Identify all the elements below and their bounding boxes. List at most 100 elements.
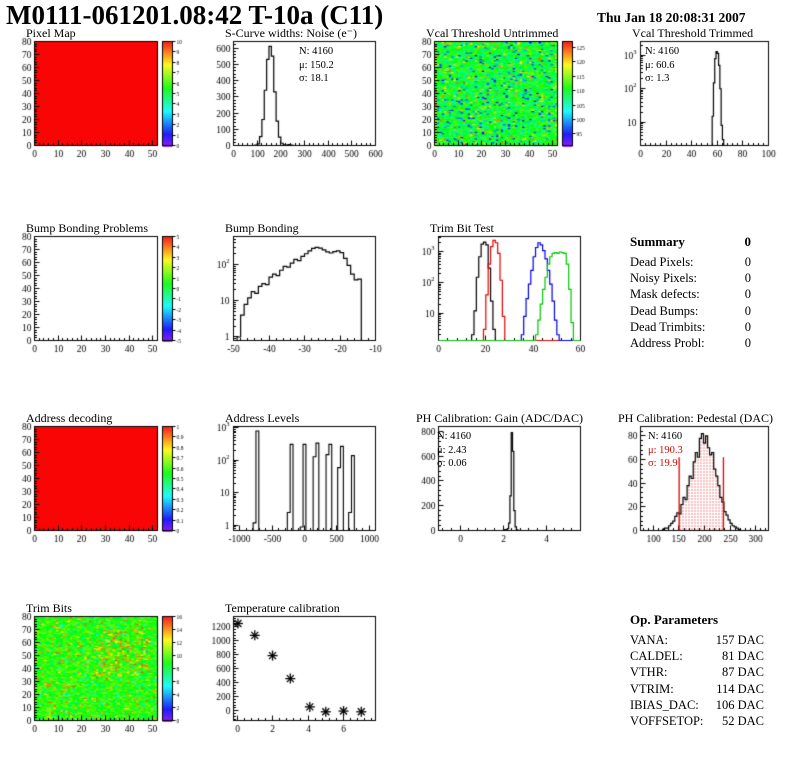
address-levels-canvas (205, 413, 401, 553)
timestamp: Thu Jan 18 20:08:31 2007 (597, 10, 746, 25)
plot-address-decoding: Address decoding (10, 411, 206, 553)
summary-row-mask-defects: Mask defects: 0 (630, 286, 751, 302)
trimbit-test-title: Trim Bit Test (430, 221, 494, 235)
op-label: CALDEL: (630, 649, 683, 664)
vcal-trimmed-stats-box: N: 4160 μ: 60.6 σ: 1.3 (645, 45, 679, 86)
vcal-trimmed-canvas (612, 28, 794, 168)
op-value: 157 DAC (715, 633, 764, 647)
pixel-map-canvas (10, 28, 206, 168)
op-parameters-block: Op. Parameters VANA: 157 DAC CALDEL: 81 … (630, 612, 764, 729)
plot-vcal-untrimmed: Vcal Threshold Untrimmed (410, 26, 606, 168)
summary-row-dead-bumps: Dead Bumps: 0 (630, 303, 751, 319)
summary-value: 0 (744, 319, 751, 334)
op-label: VTRIM: (630, 681, 674, 696)
pixel-map-title: Pixel Map (26, 26, 76, 40)
scurve-noise-title: S-Curve widths: Noise (e⁻) (225, 26, 357, 40)
op-label: VOFFSETOP: (630, 714, 704, 729)
stat-line-n: N: 4160 (299, 46, 334, 57)
plot-ph-pedestal: PH Calibration: Pedestal (DAC) (612, 411, 794, 553)
op-row-caldel: CALDEL: 81 DAC (630, 648, 764, 664)
summary-value: 0 (744, 336, 751, 351)
ph-pedestal-canvas (612, 413, 794, 553)
op-row-vthr: VTHR: 87 DAC (630, 664, 764, 680)
op-row-voffsetop: VOFFSETOP: 52 DAC (630, 713, 764, 729)
stat-line-sigma: σ: 19.9 (648, 458, 678, 469)
plot-trim-bits: Trim Bits (10, 601, 206, 743)
trim-bits-canvas (10, 603, 206, 743)
summary-label: Address Probl: (630, 336, 705, 351)
summary-label: Dead Trimbits: (630, 319, 706, 334)
op-label: VTHR: (630, 665, 668, 680)
ph-gain-stats-box: N: 4160 μ: 2.43 σ: 0.06 (437, 430, 471, 471)
plot-bump-bonding: Bump Bonding (205, 221, 401, 363)
address-decoding-canvas (10, 413, 206, 553)
summary-label: Dead Pixels: (630, 255, 694, 269)
plot-pixel-map: Pixel Map (10, 26, 206, 168)
stat-line-mu: μ: 150.2 (299, 59, 334, 71)
op-row-vana: VANA: 157 DAC (630, 632, 764, 648)
summary-label: Noisy Pixels: (630, 271, 698, 286)
address-decoding-title: Address decoding (26, 411, 113, 425)
bump-problems-title: Bump Bonding Problems (26, 221, 149, 235)
stat-line-n: N: 4160 (437, 431, 472, 442)
op-row-vtrim: VTRIM: 114 DAC (630, 681, 764, 697)
summary-value: 0 (744, 255, 751, 269)
op-parameters-header: Op. Parameters (630, 612, 764, 628)
plot-vcal-trimmed: Vcal Threshold Trimmed (612, 26, 794, 168)
summary-header: Summary 0 (630, 234, 751, 250)
vcal-untrimmed-canvas (410, 28, 606, 168)
plot-ph-gain: PH Calibration: Gain (ADC/DAC) (410, 411, 606, 553)
plot-trimbit-test: Trim Bit Test (410, 221, 606, 363)
summary-row-address-probl: Address Probl: 0 (630, 335, 751, 351)
op-parameters-title: Op. Parameters (630, 612, 719, 627)
summary-title: Summary (630, 234, 685, 249)
summary-block: Summary 0 Dead Pixels: 0 Noisy Pixels: 0… (630, 234, 751, 351)
op-label: IBIAS_DAC: (630, 697, 699, 712)
summary-label: Dead Bumps: (630, 303, 699, 318)
bump-bonding-title: Bump Bonding (225, 221, 299, 235)
op-label: VANA: (630, 633, 668, 647)
op-value: 52 DAC (721, 714, 764, 729)
summary-row-noisy-pixels: Noisy Pixels: 0 (630, 270, 751, 286)
stat-line-mu: μ: 2.43 (437, 444, 467, 456)
summary-row-dead-pixels: Dead Pixels: 0 (630, 254, 751, 270)
stat-line-sigma: σ: 0.06 (437, 458, 467, 469)
op-value: 106 DAC (715, 697, 764, 712)
ph-gain-title: PH Calibration: Gain (ADC/DAC) (416, 411, 583, 425)
address-levels-title: Address Levels (225, 411, 300, 425)
bump-problems-canvas (10, 223, 206, 363)
page-title: M0111-061201.08:42 T-10a (C11) (6, 0, 384, 30)
stat-line-n: N: 4160 (648, 431, 683, 442)
stat-line-mu: μ: 190.3 (648, 444, 683, 456)
stat-line-sigma: σ: 1.3 (645, 73, 670, 84)
ph-pedestal-stats-box: N: 4160 μ: 190.3 σ: 19.9 (648, 430, 683, 471)
vcal-trimmed-title: Vcal Threshold Trimmed (632, 26, 754, 40)
op-value: 87 DAC (721, 665, 764, 680)
scurve-noise-canvas (205, 28, 401, 168)
temp-calibration-canvas (205, 603, 401, 743)
scurve-stats-box: N: 4160 μ: 150.2 σ: 18.1 (299, 45, 334, 86)
trim-bits-title: Trim Bits (26, 601, 72, 615)
bump-bonding-canvas (205, 223, 401, 363)
stat-line-sigma: σ: 18.1 (299, 73, 329, 84)
ph-gain-canvas (410, 413, 606, 553)
stat-line-n: N: 4160 (645, 46, 680, 57)
op-value: 114 DAC (716, 681, 764, 696)
plot-scurve-noise: S-Curve widths: Noise (e⁻) (205, 26, 401, 168)
summary-label: Mask defects: (630, 287, 700, 302)
summary-row-dead-trimbits: Dead Trimbits: 0 (630, 319, 751, 335)
plot-bump-problems: Bump Bonding Problems (10, 221, 206, 363)
ph-pedestal-title: PH Calibration: Pedestal (DAC) (618, 411, 773, 425)
op-row-ibias-dac: IBIAS_DAC: 106 DAC (630, 697, 764, 713)
summary-value: 0 (744, 271, 751, 286)
trimbit-test-canvas (410, 223, 606, 363)
summary-value: 0 (744, 287, 751, 302)
stat-line-mu: μ: 60.6 (645, 59, 675, 71)
summary-value: 0 (744, 303, 751, 318)
temp-calibration-title: Temperature calibration (225, 601, 340, 615)
op-value: 81 DAC (721, 649, 764, 664)
plot-address-levels: Address Levels (205, 411, 401, 553)
plot-temp-calibration: Temperature calibration (205, 601, 401, 743)
vcal-untrimmed-title: Vcal Threshold Untrimmed (426, 26, 559, 40)
